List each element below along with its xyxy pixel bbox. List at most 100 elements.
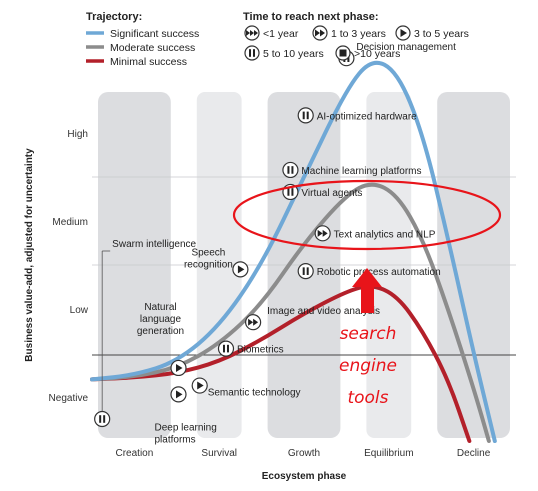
legend-trajectory-label: Moderate success [110, 42, 195, 54]
play-glyph [322, 229, 328, 237]
pause-bar [287, 188, 290, 196]
legend-time-label: >10 years [354, 48, 400, 60]
stop-glyph [339, 49, 347, 57]
y-tick-label: Negative [49, 393, 89, 404]
play-glyph [320, 29, 325, 37]
legend-trajectory-label: Significant success [110, 28, 199, 40]
pause-bar [253, 49, 255, 57]
play-glyph [253, 318, 259, 326]
annotation-label: Virtual agents [301, 188, 362, 199]
note-word: tools [347, 388, 388, 408]
annotation-label: Image and video analysis [267, 306, 380, 317]
annotation-label: Biometrics [237, 345, 284, 356]
annotation-label: AI-optimized hardware [317, 111, 417, 122]
pause-icon [244, 45, 260, 61]
play-glyph [246, 30, 250, 36]
x-tick-label: Decline [457, 448, 491, 459]
x-tick-label: Equilibrium [364, 448, 413, 459]
legend-trajectory-title: Trajectory: [86, 11, 142, 23]
highlight-overlay: search engine tools [232, 179, 502, 408]
pause-bar [291, 166, 294, 174]
annotation-label: Natural [144, 302, 176, 313]
y-tick-label: Low [70, 305, 89, 316]
annotation-label: recognition [184, 259, 233, 270]
annotation-robotic-process-automation: Robotic process automation [297, 263, 441, 280]
play-glyph [175, 390, 183, 399]
annotation-label: Robotic process automation [317, 267, 441, 278]
pause-bar [249, 49, 251, 57]
annotation-label: language [140, 314, 182, 325]
play-glyph [400, 29, 407, 37]
legend-time-item: 3 to 5 years [395, 25, 469, 41]
legend-time-item: >10 years [335, 45, 400, 61]
legend-time-item: 5 to 10 years [244, 45, 324, 61]
pause-bar [99, 415, 102, 423]
annotation-label: platforms [154, 434, 195, 445]
play-glyph [237, 265, 245, 274]
play-glyph [315, 29, 320, 37]
y-axis-label: Business value-add, adjusted for uncerta… [24, 148, 35, 362]
series-line-minimal-success [90, 284, 472, 443]
legend-time-label: 1 to 3 years [331, 28, 386, 40]
annotation-text-analytics-and-nlp: Text analytics and NLP [314, 225, 436, 242]
x-tick-label: Creation [115, 448, 153, 459]
pause-bar [287, 166, 290, 174]
annotation-label: Decision management [356, 42, 456, 53]
pause-bar [103, 415, 106, 423]
legend: Trajectory: Significant success Moderate s… [86, 11, 469, 68]
pause-bar [222, 344, 225, 353]
pause-icon [94, 410, 111, 428]
x-tick-label: Growth [288, 448, 320, 459]
pause-bar [226, 344, 229, 353]
pause-bar [291, 188, 294, 196]
annotation-swarm-intelligence: Swarm intelligence [94, 239, 197, 428]
pause-icon [282, 161, 299, 179]
legend-time-label: <1 year [263, 28, 299, 40]
play-glyph [250, 30, 254, 36]
annotation-label: Semantic technology [208, 388, 301, 399]
legend-time-title: Time to reach next phase: [243, 11, 379, 23]
series-line-significant-success [90, 60, 497, 443]
arrow-head [352, 268, 382, 287]
annotation-label: Machine learning platforms [301, 166, 421, 177]
legend-trajectory-label: Minimal success [110, 56, 187, 68]
annotation-ai-optimized-hardware: AI-optimized hardware [297, 107, 417, 124]
y-tick-label: High [67, 129, 88, 140]
annotations: Decision management AI-optimized hardware… [94, 42, 456, 445]
pause-icon [217, 340, 235, 357]
legend-time-item: 1 to 3 years [312, 25, 386, 41]
annotation-biometrics: Biometrics [217, 340, 284, 357]
note-word: engine [339, 356, 397, 376]
play-glyph [175, 363, 183, 372]
annotation-image-and-video-analysis: Image and video analysis [245, 306, 380, 331]
play-glyph [248, 318, 254, 326]
play-glyph [317, 229, 323, 237]
pause-bar [302, 267, 305, 275]
pause-bar [302, 111, 305, 120]
annotation-label: Text analytics and NLP [334, 229, 436, 240]
y-tick-label: Medium [52, 217, 88, 228]
annotation-label: Swarm intelligence [112, 239, 196, 250]
play-glyph [254, 30, 258, 36]
pause-icon [297, 263, 314, 280]
annotation-label: Speech [191, 247, 225, 258]
series-line-moderate-success [90, 182, 491, 443]
legend-time-item: <1 year [244, 25, 299, 41]
annotation-machine-learning-platforms: Machine learning platforms [282, 161, 421, 179]
highlight-ellipse [232, 179, 502, 251]
play-glyph [197, 381, 204, 390]
axes: Negative Low Medium High Creation Survival Gro… [24, 129, 491, 482]
x-axis-label: Ecosystem phase [262, 471, 347, 482]
annotation-label: generation [137, 326, 184, 337]
pause-icon [297, 107, 314, 124]
pause-bar [306, 267, 309, 275]
note-word: search [340, 324, 397, 344]
series-lines [90, 60, 497, 443]
annotation-semantic-technology: Semantic technology [191, 377, 301, 399]
annotation-label: Deep learning [154, 422, 216, 433]
legend-time-label: 5 to 10 years [263, 48, 324, 60]
